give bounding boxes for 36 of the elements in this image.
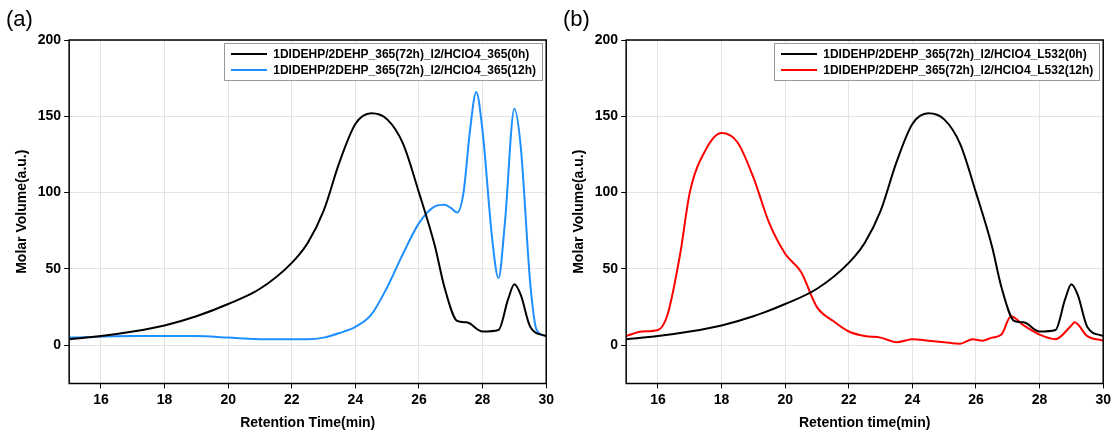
x-axis-title: Retention Time(min) bbox=[240, 414, 376, 431]
x-tick-label: 18 bbox=[713, 390, 730, 407]
x-tick-label: 22 bbox=[284, 390, 300, 407]
x-tick-label: 16 bbox=[650, 390, 666, 407]
x-tick-label: 22 bbox=[841, 390, 857, 407]
y-tick-label: 100 bbox=[594, 183, 619, 200]
y-tick-label: 200 bbox=[594, 30, 619, 47]
y-tick-label: 150 bbox=[37, 107, 62, 124]
legend-label: 1DIDEHP/2DEHP_365(72h)_I2/HClO4_365(12h) bbox=[273, 62, 536, 78]
x-tick-label: 24 bbox=[904, 390, 921, 407]
legend-label: 1DIDEHP/2DEHP_365(72h)_I2/HClO4_L532(0h) bbox=[823, 46, 1087, 62]
y-tick-label: 0 bbox=[610, 336, 619, 353]
x-tick-label: 20 bbox=[777, 390, 794, 407]
x-axis-title: Retention time(min) bbox=[798, 414, 931, 431]
x-tick-label: 30 bbox=[538, 390, 555, 407]
x-tick-label: 20 bbox=[220, 390, 237, 407]
y-tick-label: 200 bbox=[37, 30, 62, 47]
y-tick-label: 50 bbox=[45, 259, 62, 276]
y-axis-title: Molar Volume(a.u.) bbox=[570, 149, 587, 274]
y-tick-label: 150 bbox=[594, 107, 619, 124]
x-tick-label: 28 bbox=[474, 390, 491, 407]
x-tick-label: 24 bbox=[347, 390, 364, 407]
x-tick-label: 18 bbox=[156, 390, 173, 407]
y-tick-label: 100 bbox=[37, 183, 62, 200]
x-tick-label: 30 bbox=[1095, 390, 1112, 407]
y-axis-title: Molar Volume(a.u.) bbox=[13, 149, 30, 274]
text: (b) bbox=[563, 6, 590, 32]
x-tick-label: 26 bbox=[411, 390, 427, 407]
legend-label: 1DIDEHP/2DEHP_365(72h)_I2/HClO4_L532(12h) bbox=[823, 62, 1094, 78]
x-tick-label: 26 bbox=[968, 390, 984, 407]
legend-label: 1DIDEHP/2DEHP_365(72h)_I2/HClO4_365(0h) bbox=[273, 46, 530, 62]
y-tick-label: 0 bbox=[53, 336, 62, 353]
y-tick-label: 50 bbox=[602, 259, 619, 276]
x-tick-label: 16 bbox=[93, 390, 109, 407]
x-tick-label: 28 bbox=[1031, 390, 1048, 407]
text: (a) bbox=[6, 6, 33, 32]
